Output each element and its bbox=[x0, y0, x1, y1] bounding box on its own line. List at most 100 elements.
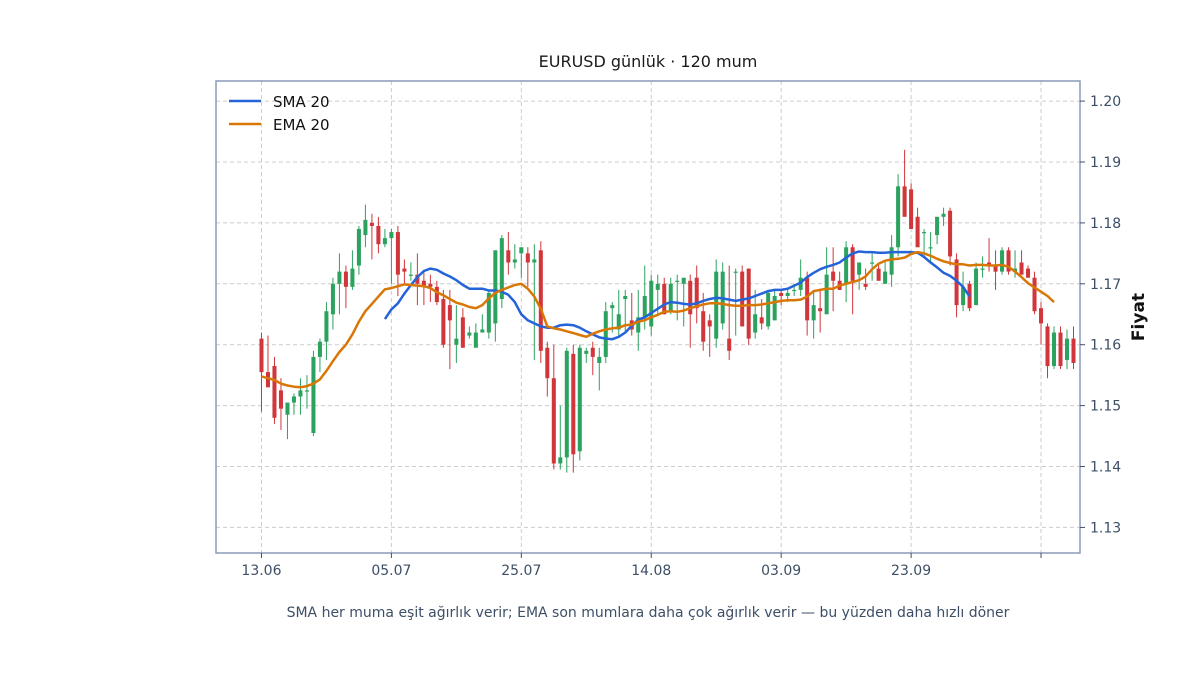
candle-body bbox=[434, 286, 439, 303]
candle-body bbox=[766, 292, 771, 327]
candle-body bbox=[701, 311, 706, 342]
candle-body bbox=[824, 274, 829, 315]
candle-body bbox=[928, 247, 933, 249]
candle-body bbox=[343, 271, 348, 287]
candle-body bbox=[584, 350, 589, 354]
x-tick-label: 23.09 bbox=[891, 563, 931, 579]
legend-sma-label: SMA 20 bbox=[273, 93, 330, 111]
indicator-lines bbox=[261, 250, 1055, 389]
candle-body bbox=[551, 378, 556, 464]
candle-body bbox=[844, 247, 849, 284]
candle-body bbox=[369, 222, 374, 226]
candle-body bbox=[467, 332, 472, 336]
candle-body bbox=[733, 271, 738, 273]
candle-body bbox=[1039, 308, 1044, 324]
candle-body bbox=[603, 311, 608, 357]
y-tick-label: 1.20 bbox=[1090, 94, 1121, 110]
candle-body bbox=[311, 356, 316, 434]
candle-body bbox=[922, 232, 927, 234]
x-tick-label: 13.06 bbox=[241, 563, 281, 579]
candle-body bbox=[616, 314, 621, 330]
candle-body bbox=[805, 277, 810, 321]
candle-body bbox=[298, 390, 303, 397]
candle-body bbox=[564, 350, 569, 458]
candle-body bbox=[753, 314, 758, 333]
candle-body bbox=[948, 210, 953, 257]
candle-body bbox=[395, 232, 400, 275]
y-tick-label: 1.16 bbox=[1090, 338, 1121, 354]
candle-body bbox=[668, 283, 673, 312]
candle-body bbox=[896, 186, 901, 248]
candle-body bbox=[707, 320, 712, 327]
candle-body bbox=[727, 338, 732, 351]
candle-body bbox=[571, 353, 576, 455]
candle-body bbox=[857, 262, 862, 275]
candle-body bbox=[961, 286, 966, 306]
candle-body bbox=[1006, 250, 1011, 272]
candle-body bbox=[337, 271, 342, 284]
legend-ema-label: EMA 20 bbox=[273, 116, 330, 134]
candle-body bbox=[1045, 326, 1050, 367]
candle-body bbox=[291, 396, 296, 403]
candle-body bbox=[688, 280, 693, 315]
y-tick-label: 1.19 bbox=[1090, 155, 1121, 171]
candle-body bbox=[376, 225, 381, 245]
candle-body bbox=[1064, 338, 1070, 360]
candle-body bbox=[935, 216, 940, 236]
candle-body bbox=[525, 253, 530, 263]
plot-frame bbox=[215, 80, 1081, 554]
candle-body bbox=[499, 238, 504, 300]
candle-body bbox=[330, 283, 335, 315]
candle-body bbox=[480, 329, 485, 333]
y-tick-label: 1.15 bbox=[1090, 399, 1121, 415]
candle-body bbox=[259, 338, 264, 373]
x-tick-label: 05.07 bbox=[371, 563, 411, 579]
candle-body bbox=[850, 247, 855, 281]
candle-body bbox=[642, 295, 647, 318]
candle-body bbox=[883, 271, 888, 284]
chart-title: EURUSD günlük · 120 mum bbox=[539, 52, 758, 71]
candle-body bbox=[909, 189, 914, 229]
candle-body bbox=[987, 262, 992, 266]
y-axis-label: Fiyat bbox=[1129, 293, 1149, 341]
candle-body bbox=[428, 283, 433, 287]
candle-body bbox=[545, 347, 550, 379]
candle-body bbox=[1071, 338, 1076, 363]
y-tick-label: 1.14 bbox=[1090, 460, 1121, 476]
x-tick-label: 25.07 bbox=[501, 563, 541, 579]
candle-body bbox=[402, 268, 407, 272]
candle-body bbox=[681, 277, 686, 284]
candle-body bbox=[779, 292, 784, 296]
y-tick-label: 1.18 bbox=[1090, 216, 1121, 232]
candle-body bbox=[285, 402, 290, 415]
candle-body bbox=[759, 317, 764, 324]
x-axis: 13.06 05.07 25.07 14.08 03.09 23.09 bbox=[241, 553, 1042, 579]
candle-body bbox=[538, 250, 543, 351]
candle-body bbox=[636, 317, 641, 333]
candle-body bbox=[785, 292, 790, 296]
candle-body bbox=[675, 280, 680, 282]
candle-body bbox=[304, 390, 309, 392]
candle-body bbox=[590, 347, 595, 357]
candle-body bbox=[447, 305, 452, 321]
candle-body bbox=[408, 274, 413, 276]
candle-body bbox=[363, 219, 368, 236]
candle-body bbox=[486, 292, 491, 333]
candle-body bbox=[714, 271, 719, 339]
candle-body bbox=[512, 259, 517, 263]
candle-body bbox=[265, 372, 270, 388]
candle-body bbox=[1026, 268, 1031, 278]
candle-body bbox=[792, 289, 797, 292]
candle-body bbox=[980, 268, 985, 270]
candle-body bbox=[746, 268, 751, 339]
candle-body bbox=[610, 305, 615, 309]
y-tick-label: 1.13 bbox=[1090, 520, 1121, 536]
sma-line bbox=[383, 250, 971, 341]
candle-body bbox=[532, 259, 537, 263]
candle-body bbox=[902, 186, 907, 217]
candle-body bbox=[441, 299, 446, 345]
candle-body bbox=[655, 283, 660, 290]
candle-body bbox=[974, 268, 979, 306]
candle-body bbox=[889, 247, 894, 275]
